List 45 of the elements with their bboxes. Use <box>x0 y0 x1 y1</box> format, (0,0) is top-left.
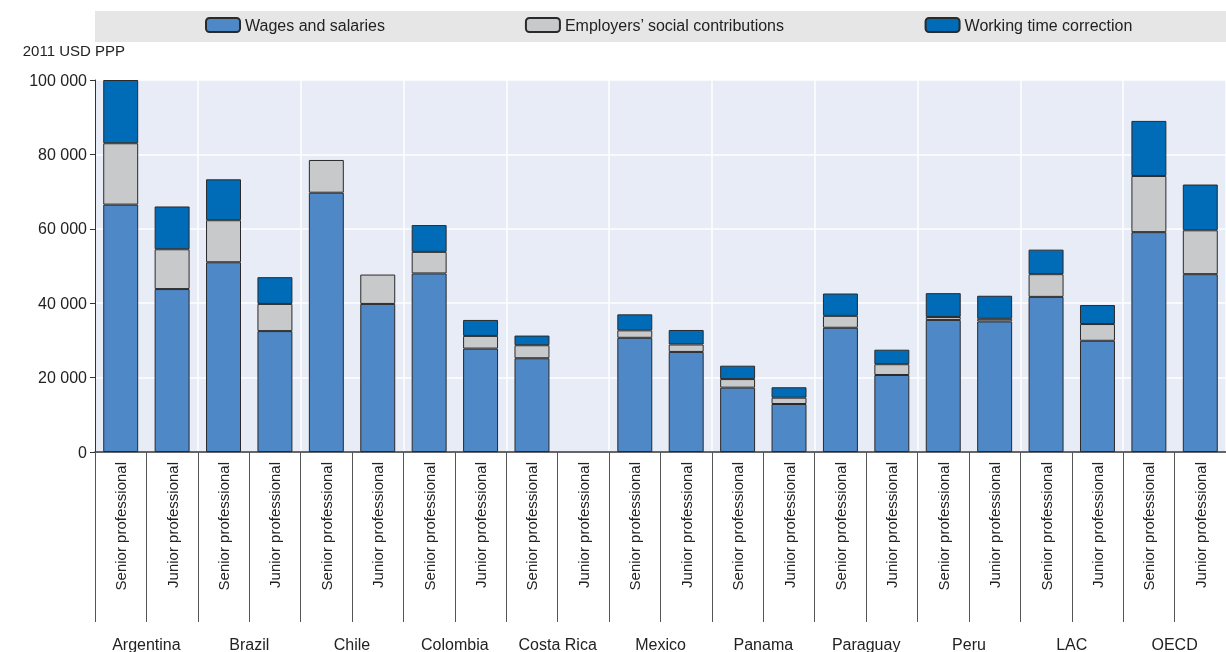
x-tick-label: Junior professional <box>1191 462 1209 588</box>
x-tick-label: Senior professional <box>420 462 438 591</box>
y-tick-label: 20 000 <box>38 369 88 387</box>
x-tick-label: Senior professional <box>523 462 541 591</box>
x-tick-label: Junior professional <box>163 462 181 588</box>
bar <box>977 295 1013 319</box>
text: Brazil <box>229 635 270 652</box>
x-tick-label: Junior professional <box>677 462 695 588</box>
x-tick-label: Senior professional <box>626 462 644 591</box>
y-tick-label: 80 000 <box>38 145 88 163</box>
text: Mexico <box>635 635 686 652</box>
x-tick-label: Senior professional <box>934 462 952 591</box>
x-tick-label: Junior professional <box>266 462 284 588</box>
y-tick-label: 60 000 <box>38 220 88 238</box>
x-tick-label: Junior professional <box>1088 462 1106 588</box>
x-tick-label: Senior professional <box>1037 462 1055 591</box>
text: Chile <box>333 635 371 652</box>
x-tick-label: Senior professional <box>831 462 849 591</box>
legend-label: Working time correction <box>964 16 1133 34</box>
text: Colombia <box>421 635 489 652</box>
text: Panama <box>733 635 794 652</box>
x-tick-label: Junior professional <box>574 462 592 588</box>
text: Costa Rica <box>518 635 597 652</box>
legend-label: Wages and salaries <box>245 16 385 34</box>
y-tick-label: 40 000 <box>38 294 88 312</box>
x-tick-label: Junior professional <box>780 462 798 588</box>
bar <box>925 293 961 317</box>
x-tick-label: Junior professional <box>883 462 901 588</box>
x-tick-label: Junior professional <box>986 462 1004 588</box>
x-tick-label: Senior professional <box>1140 462 1158 591</box>
y-tick-label: 0 <box>78 443 88 461</box>
text: Argentina <box>112 635 181 652</box>
text: LAC <box>1056 635 1088 652</box>
text: Peru <box>952 635 986 652</box>
x-tick-label: Senior professional <box>112 462 130 591</box>
y-axis-title: 2011 USD PPP <box>22 42 125 59</box>
legend-label: Employers’ social contributions <box>564 16 784 34</box>
text: Paraguay <box>831 635 901 652</box>
x-tick-label: Junior professional <box>472 462 490 588</box>
x-tick-label: Senior professional <box>729 462 747 591</box>
y-tick-label: 100 000 <box>29 71 88 89</box>
x-tick-label: Junior professional <box>369 462 387 588</box>
text: OECD <box>1151 635 1198 652</box>
x-tick-label: Senior professional <box>317 462 335 591</box>
x-tick-label: Senior professional <box>215 462 233 591</box>
